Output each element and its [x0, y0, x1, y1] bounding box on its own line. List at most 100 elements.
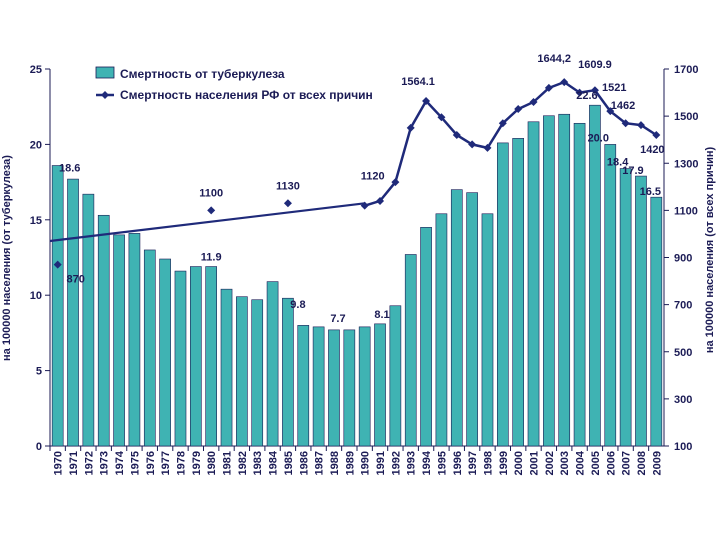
- all-causes-point-1997: [468, 140, 477, 149]
- all-causes-point-2008: [636, 121, 645, 130]
- bar-tb-2000: [512, 138, 525, 447]
- x-axis-tick-label: 2008: [636, 451, 648, 475]
- legend-line-marker: [101, 91, 109, 99]
- x-axis-tick-label: 1978: [175, 451, 187, 475]
- left-axis-tick-label: 5: [36, 366, 42, 378]
- all-causes-point-2003: [560, 78, 569, 87]
- all-causes-point-1999: [498, 119, 507, 128]
- right-axis-tick-label: 900: [674, 253, 692, 265]
- x-axis-tick-label: 1982: [237, 451, 249, 475]
- all-causes-point-1980: [207, 206, 216, 215]
- bar-tb-1987: [312, 326, 325, 447]
- x-axis-tick-label: 2000: [513, 451, 525, 475]
- all-causes-point-1995: [437, 113, 446, 122]
- x-axis-tick-label: 1984: [268, 450, 280, 475]
- legend-bar-label: Смертность от туберкулеза: [120, 67, 285, 81]
- bar-tb-1986: [297, 325, 310, 447]
- legend-line-label: Смертность населения РФ от всех причин: [120, 88, 373, 102]
- x-axis-tick-label: 1992: [390, 451, 402, 475]
- bar-tb-1977: [159, 258, 171, 447]
- bar-value-label-2006: 20.0: [588, 132, 609, 144]
- line-value-label-1985: 1130: [276, 180, 300, 192]
- line-value-label-1994: 1564.1: [401, 76, 435, 88]
- x-axis-tick-label: 1976: [145, 451, 157, 475]
- bar-tb-1989: [343, 329, 356, 447]
- line-value-label-2009: 1420: [640, 144, 664, 156]
- bar-tb-2005: [589, 104, 601, 447]
- bar-value-label-1988: 7.7: [330, 313, 345, 325]
- x-axis-tick-label: 2009: [651, 451, 663, 475]
- bar-tb-2003: [558, 113, 571, 447]
- legend-bar-swatch: [95, 66, 115, 79]
- all-causes-point-2001: [529, 97, 538, 106]
- bar-tb-1993: [404, 254, 417, 447]
- x-axis-tick-label: 2002: [544, 451, 556, 475]
- right-axis-tick-label: 700: [674, 300, 692, 312]
- x-axis-tick-label: 2003: [559, 451, 571, 475]
- x-axis-tick-label: 2004: [575, 450, 587, 475]
- x-axis-tick-label: 1981: [222, 451, 234, 475]
- x-axis-tick-label: 1999: [498, 451, 510, 475]
- bar-tb-1980: [205, 266, 218, 447]
- x-axis-tick-label: 1972: [83, 451, 95, 475]
- line-value-label-2006: 1521: [602, 82, 626, 94]
- right-axis-title: на 100000 населения (от всех причин): [704, 147, 716, 354]
- trend-line-1970-1990: [49, 202, 365, 243]
- x-axis-tick-label: 1980: [206, 451, 218, 475]
- all-causes-point-2000: [514, 105, 523, 114]
- all-causes-point-1992: [391, 178, 400, 187]
- bar-value-label-2009: 16.5: [640, 186, 661, 198]
- all-causes-point-1994: [422, 97, 431, 106]
- all-causes-point-1996: [452, 130, 461, 139]
- bar-tb-1998: [481, 213, 494, 447]
- line-value-label-2005: 1609.9: [578, 59, 612, 71]
- line-value-label-1990: 1120: [361, 171, 385, 183]
- bar-tb-1971: [67, 178, 79, 447]
- x-axis-tick-label: 2001: [529, 451, 541, 475]
- bar-value-label-2005: 22.6: [576, 90, 597, 102]
- left-axis-tick-label: 20: [30, 139, 42, 151]
- bar-tb-1983: [251, 299, 264, 447]
- x-axis-tick-label: 1983: [252, 451, 264, 475]
- bar-tb-1981: [220, 288, 233, 447]
- bar-tb-1997: [466, 192, 478, 447]
- right-axis-tick-label: 1500: [674, 111, 698, 123]
- x-axis-tick-label: 1970: [53, 451, 65, 475]
- x-axis-tick-label: 1988: [329, 451, 341, 475]
- bar-tb-1970: [51, 165, 64, 447]
- bar-tb-2004: [573, 122, 586, 447]
- x-axis-tick-label: 1987: [314, 451, 326, 475]
- right-axis-tick-label: 500: [674, 347, 692, 359]
- x-axis-tick-label: 1975: [129, 451, 141, 475]
- bar-tb-2006: [604, 144, 617, 447]
- bar-tb-1982: [236, 296, 248, 447]
- bar-tb-1995: [435, 213, 448, 447]
- left-axis-tick-label: 10: [30, 290, 42, 302]
- x-axis-tick-label: 2006: [605, 451, 617, 475]
- bar-tb-1973: [97, 214, 110, 447]
- x-axis-tick-label: 1989: [344, 451, 356, 475]
- all-causes-point-1991: [376, 196, 385, 205]
- right-axis-tick-label: 1300: [674, 158, 698, 170]
- bar-value-label-1991: 8.1: [374, 309, 389, 321]
- bar-tb-2008: [635, 175, 647, 447]
- x-axis-tick-label: 1997: [467, 451, 479, 475]
- bar-tb-1996: [450, 189, 463, 447]
- bar-tb-1999: [496, 142, 509, 447]
- bar-value-label-1970: 18.6: [59, 163, 80, 175]
- left-axis-tick-label: 15: [30, 215, 42, 227]
- line-value-label-2003: 1644,2: [537, 53, 571, 65]
- line-value-label-2008: 1462: [611, 100, 635, 112]
- x-axis-tick-label: 1974: [114, 450, 126, 475]
- all-causes-point-2004: [575, 88, 584, 97]
- all-causes-point-1998: [483, 143, 492, 152]
- right-axis-tick-label: 1100: [674, 205, 698, 217]
- x-axis-tick-label: 1994: [421, 450, 433, 475]
- x-axis-tick-label: 1990: [360, 451, 372, 475]
- bar-tb-1978: [174, 270, 187, 447]
- x-axis-tick-label: 1991: [375, 451, 387, 475]
- bar-value-label-2008: 17.9: [622, 165, 643, 177]
- right-axis-tick-label: 300: [674, 394, 692, 406]
